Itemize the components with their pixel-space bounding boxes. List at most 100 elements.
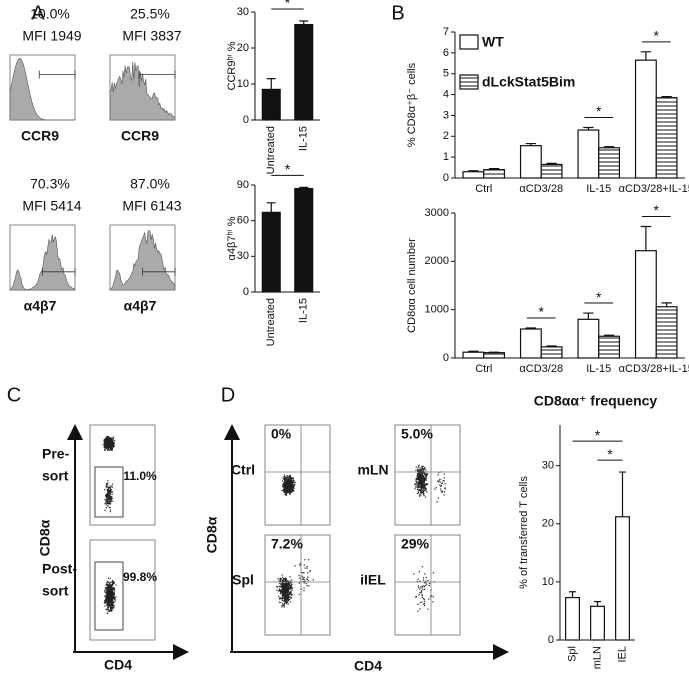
dot [110, 445, 112, 448]
dot [113, 587, 115, 590]
bar [655, 306, 678, 359]
dot [109, 596, 111, 598]
dot [288, 486, 290, 488]
dot [442, 480, 444, 482]
dot [424, 496, 427, 498]
dot [105, 501, 107, 503]
dot [110, 599, 113, 601]
y-tick-label: 5 [443, 68, 449, 80]
bar [655, 97, 678, 179]
dot [415, 479, 417, 481]
dot [425, 476, 428, 478]
dot [108, 602, 110, 604]
dot [106, 600, 108, 602]
dot [439, 481, 441, 483]
dot [425, 477, 427, 479]
dot [422, 472, 425, 474]
dot [106, 594, 108, 597]
dot [105, 588, 107, 590]
dot [110, 449, 113, 451]
dot [110, 598, 112, 600]
dot [281, 599, 283, 601]
y-tick-label: 3000 [425, 207, 449, 219]
sample-label: Pre- [42, 446, 70, 462]
dot [425, 580, 427, 582]
dot [291, 579, 293, 581]
dot [293, 480, 295, 482]
dot [292, 488, 294, 490]
dot [289, 601, 291, 603]
dot [283, 483, 285, 485]
dot [439, 478, 441, 480]
dot [105, 600, 107, 602]
dot [113, 601, 115, 603]
dot [104, 599, 106, 601]
sample-label: sort [42, 468, 69, 484]
dot [104, 440, 106, 442]
dot [422, 490, 424, 492]
legend-label: WT [482, 34, 504, 50]
dot [287, 583, 289, 585]
dot [422, 465, 424, 468]
dot [107, 585, 109, 588]
dot [110, 587, 112, 589]
dot [281, 606, 283, 608]
dot [415, 596, 417, 598]
dot [287, 491, 289, 493]
dot [421, 487, 423, 489]
dot [111, 595, 113, 598]
dot [104, 445, 106, 447]
dot [114, 598, 116, 600]
dot [110, 447, 113, 450]
dot [305, 582, 307, 585]
dot [281, 586, 283, 589]
y-tick-label: 6 [443, 47, 449, 59]
dot [303, 578, 305, 581]
dot [416, 492, 419, 495]
dot [288, 591, 290, 593]
dot [281, 583, 283, 585]
dot [111, 603, 113, 606]
y-tick-label: 20 [542, 518, 554, 530]
dot [107, 599, 109, 602]
dot [286, 482, 288, 484]
x-tick-label: mLN [591, 646, 603, 669]
bar [540, 346, 563, 359]
dot [419, 479, 421, 481]
dot [106, 602, 109, 604]
dot [283, 580, 285, 582]
percent-label: 7.2% [271, 536, 303, 552]
dot [107, 607, 109, 609]
significance-label: * [285, 161, 291, 177]
dot [104, 442, 106, 445]
axis-label: CD4 [354, 658, 382, 674]
dot [422, 484, 424, 486]
dot [425, 483, 428, 485]
dot [293, 481, 295, 484]
dot [280, 579, 282, 581]
marker-label: α4β7 [124, 298, 157, 314]
dot [419, 492, 421, 494]
dot [287, 483, 290, 485]
dot [103, 442, 106, 444]
dot [110, 448, 112, 450]
x-tick-label: αCD3/28 [519, 183, 563, 195]
dot [107, 492, 109, 494]
dot [281, 574, 283, 576]
y-tick-label: 30 [237, 250, 249, 262]
dot [287, 492, 289, 494]
dot [290, 479, 292, 481]
dot [287, 481, 289, 483]
dot [431, 594, 433, 597]
dot [423, 603, 426, 605]
dot [283, 592, 286, 594]
dot [104, 587, 107, 589]
dot [112, 592, 114, 594]
dot [298, 574, 300, 577]
dot [285, 594, 287, 596]
dot [284, 578, 286, 580]
dot [309, 570, 311, 572]
dot [425, 488, 427, 490]
dot [287, 585, 289, 587]
